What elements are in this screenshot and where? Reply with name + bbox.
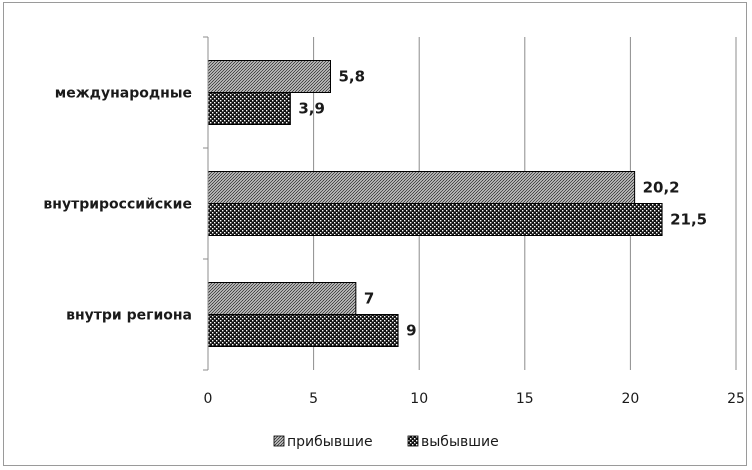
- x-tick-label: 0: [204, 391, 213, 407]
- x-tick-label: 25: [727, 391, 745, 407]
- bar: [207, 92, 291, 125]
- legend-label: выбывшие: [421, 434, 499, 450]
- legend-swatch: [407, 435, 419, 447]
- x-tick-label: 5: [309, 391, 318, 407]
- bar: [207, 203, 663, 236]
- data-label: 9: [406, 322, 416, 340]
- data-label: 21,5: [670, 211, 707, 229]
- data-label: 5,8: [338, 68, 365, 86]
- category-label: внутрироссийские: [43, 197, 192, 213]
- category-label: международные: [55, 86, 192, 102]
- bar: [207, 171, 636, 204]
- bar: [207, 282, 357, 315]
- legend-label: прибывшие: [287, 434, 373, 450]
- x-tick-label: 15: [516, 391, 534, 407]
- legend-swatch: [273, 435, 285, 447]
- x-tick-label: 20: [621, 391, 639, 407]
- data-label: 3,9: [298, 100, 325, 118]
- data-label: 20,2: [643, 179, 680, 197]
- data-label: 7: [364, 290, 374, 308]
- bar: [207, 314, 399, 347]
- bar: [207, 60, 331, 93]
- x-tick-label: 10: [410, 391, 428, 407]
- category-label: внутри региона: [66, 308, 192, 324]
